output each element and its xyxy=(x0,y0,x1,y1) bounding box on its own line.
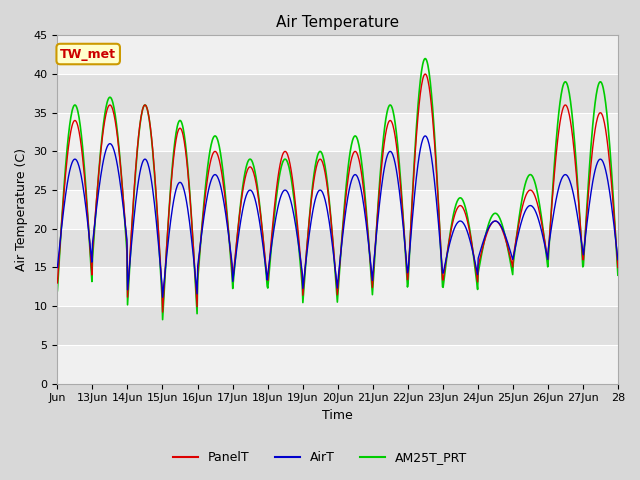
AirT xyxy=(421,133,429,139)
AM25T_PRT xyxy=(587,143,595,149)
Bar xyxy=(58,267,618,306)
PanelT xyxy=(54,280,61,286)
AirT xyxy=(287,197,294,203)
AM25T_PRT xyxy=(287,172,294,178)
Y-axis label: Air Temperature (C): Air Temperature (C) xyxy=(15,148,28,271)
AM25T_PRT xyxy=(614,272,621,278)
Bar xyxy=(58,151,618,190)
Line: AM25T_PRT: AM25T_PRT xyxy=(58,59,618,320)
Bar xyxy=(58,229,618,267)
AirT xyxy=(159,294,166,300)
AirT xyxy=(614,257,621,263)
PanelT xyxy=(587,161,595,167)
AirT xyxy=(54,264,61,270)
PanelT xyxy=(81,172,88,178)
PanelT xyxy=(157,277,165,283)
AM25T_PRT xyxy=(421,56,429,61)
AM25T_PRT xyxy=(159,317,166,323)
Bar xyxy=(58,190,618,229)
Bar xyxy=(58,345,618,384)
AM25T_PRT xyxy=(157,284,165,290)
AirT xyxy=(81,192,88,198)
AM25T_PRT xyxy=(596,79,604,85)
Bar xyxy=(58,306,618,345)
Legend: PanelT, AirT, AM25T_PRT: PanelT, AirT, AM25T_PRT xyxy=(168,446,472,469)
PanelT xyxy=(159,309,166,315)
AirT xyxy=(157,276,165,281)
X-axis label: Time: Time xyxy=(323,409,353,422)
Title: Air Temperature: Air Temperature xyxy=(276,15,399,30)
PanelT xyxy=(596,110,604,116)
AM25T_PRT xyxy=(81,164,88,169)
PanelT xyxy=(614,264,621,270)
AirT xyxy=(587,190,595,195)
AirT xyxy=(596,156,604,162)
Bar xyxy=(58,113,618,151)
AM25T_PRT xyxy=(385,105,392,111)
Line: AirT: AirT xyxy=(58,136,618,297)
Line: PanelT: PanelT xyxy=(58,74,618,312)
Text: TW_met: TW_met xyxy=(60,48,116,60)
PanelT xyxy=(385,120,392,126)
AirT xyxy=(385,151,392,156)
PanelT xyxy=(421,71,429,77)
PanelT xyxy=(287,164,294,170)
Bar xyxy=(58,36,618,74)
Bar xyxy=(58,74,618,113)
AM25T_PRT xyxy=(54,288,61,294)
